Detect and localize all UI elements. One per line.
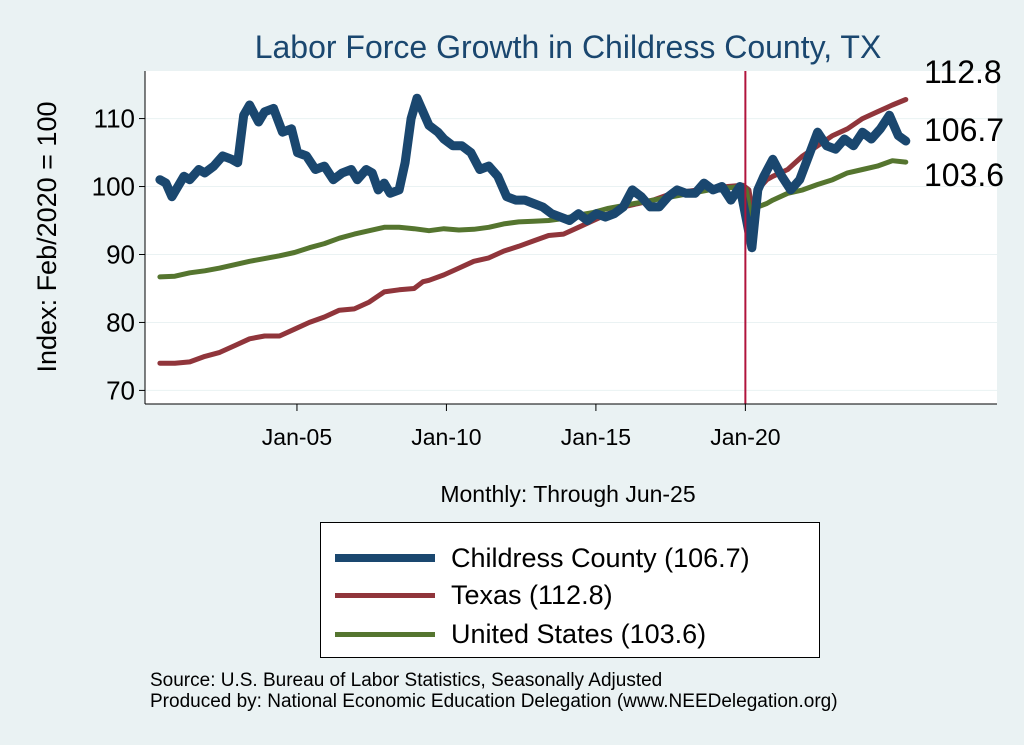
legend-label-childress: Childress County (106.7)	[451, 542, 750, 573]
end-label-united-states: 103.6	[924, 157, 1004, 193]
legend-swatch-united-states	[335, 631, 435, 637]
series-line-childress-county	[155, 93, 911, 253]
x-tick-label: Jan-15	[561, 424, 631, 450]
legend-item-united-states: United States (103.6)	[335, 619, 706, 649]
x-axis-label: Monthly: Through Jun-25	[440, 481, 695, 507]
y-tick-label: 90	[106, 239, 135, 269]
y-tick-label: 100	[92, 172, 135, 202]
legend-label-texas: Texas (112.8)	[451, 579, 613, 610]
y-axis-label: Index: Feb/2020 = 100	[32, 102, 62, 373]
end-label-texas: 112.8	[924, 54, 1002, 90]
legend-item-texas: Texas (112.8)	[335, 580, 613, 610]
chart-title: Labor Force Growth in Childress County, …	[255, 29, 882, 65]
legend-label-united-states: United States (103.6)	[451, 618, 707, 649]
y-tick-label: 80	[106, 307, 135, 337]
plot-area	[145, 71, 997, 404]
end-label-childress-county: 106.7	[924, 112, 1004, 148]
x-tick-label: Jan-10	[411, 424, 481, 450]
produced-by-line: Produced by: National Economic Education…	[150, 691, 838, 712]
y-tick-label: 110	[94, 104, 135, 134]
x-tick-label: Jan-05	[262, 424, 332, 450]
y-tick-label: 70	[106, 375, 135, 405]
source-line: Source: U.S. Bureau of Labor Statistics,…	[150, 670, 663, 691]
series-line-texas	[157, 97, 909, 366]
legend-swatch-texas	[335, 592, 435, 598]
legend-item-childress: Childress County (106.7)	[335, 543, 750, 573]
legend: Childress County (106.7) Texas (112.8) U…	[320, 522, 820, 658]
source-note: Source: U.S. Bureau of Labor Statistics,…	[150, 670, 838, 712]
legend-swatch-childress	[335, 554, 435, 562]
x-tick-label: Jan-20	[710, 424, 780, 450]
